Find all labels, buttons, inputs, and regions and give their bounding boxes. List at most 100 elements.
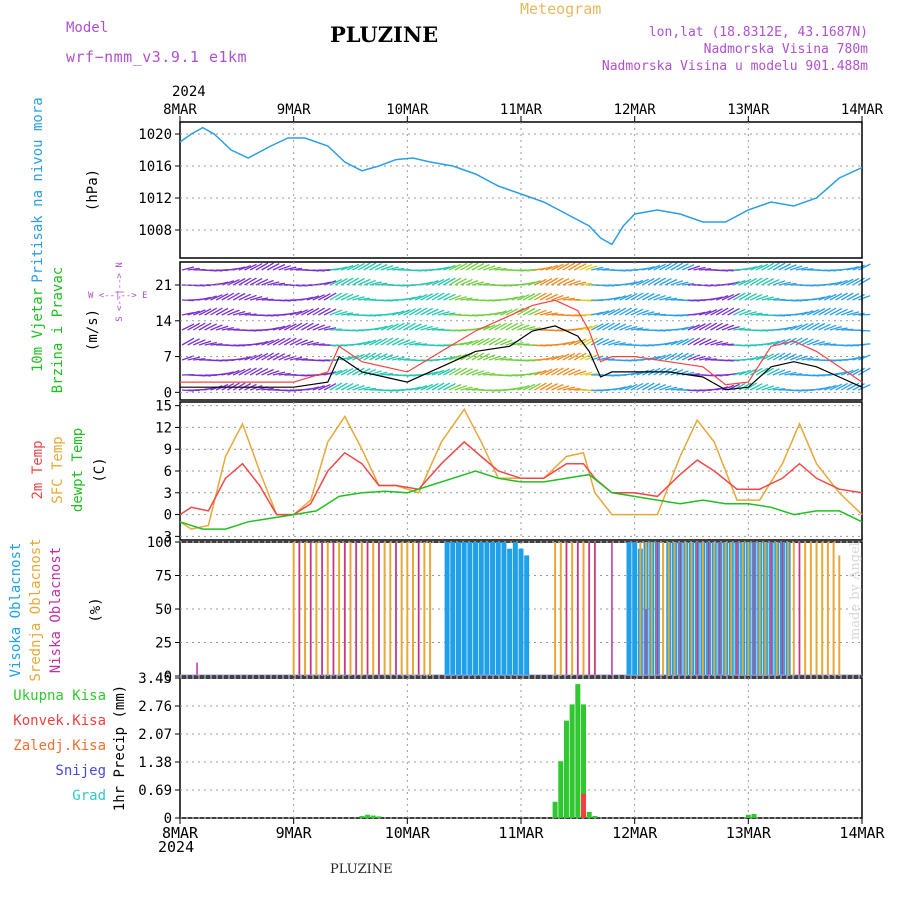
wind-barb [710,296,723,301]
wind-barb [227,292,240,301]
wind-barb [647,264,661,271]
wind-barb [210,324,223,331]
cloud-bar [524,555,530,676]
wind-barb [835,279,848,286]
wind-barb [426,280,439,286]
wind-barb [414,324,428,331]
y-tick-label: -3 [155,529,172,545]
cloud-bar [724,542,727,676]
wind-barb [266,352,280,361]
wind-barb [539,277,553,286]
wind-barb [312,307,326,316]
wind-barb [215,325,229,331]
wind-barb [352,367,365,376]
wind-barb [221,308,235,316]
wind-barb [346,277,360,286]
cloud-bar [412,542,415,676]
wind-barb [681,353,695,361]
cloud-bar [673,542,676,676]
wind-barb [789,354,803,361]
y-tick-label: 14 [155,314,172,330]
wind-barb [551,294,564,301]
wind-barb [784,264,797,271]
precip-bar [592,815,598,818]
wind-barb [579,353,593,361]
wind-barb [272,353,286,361]
wind-barb [772,262,786,271]
wind-barb [238,264,252,271]
wind-barb [261,262,274,271]
cloud-bar [467,542,473,676]
wind-barb [483,372,496,376]
wind-barb [539,292,553,301]
legend-entry: Grad [72,788,106,804]
wind-barb [448,277,462,286]
y-tick-label: 3.45 [138,671,172,687]
legend-entry: Ukupna Kisa [13,688,106,704]
cloud-bar [366,542,369,676]
wind-barb [534,292,547,301]
wind-barb [744,382,757,391]
cloud-bar [378,542,380,676]
wind-barb [181,266,195,271]
wind-barb [346,383,360,391]
wind-barb [670,280,683,286]
wind-barb [591,311,604,316]
wind-barb [613,323,627,331]
cloud-bar [770,542,772,676]
wind-barb [568,262,581,271]
wind-barb [698,310,712,316]
wind-barb [750,277,763,286]
wind-barb [386,266,399,271]
wind-barb [465,262,479,271]
wind-barb [238,356,252,361]
wind-barb [391,338,405,346]
wind-barb [198,296,212,301]
wind-barb [528,279,541,286]
wind-barb [335,382,348,391]
cloud-bar [764,542,767,676]
cloud-bar [690,542,693,676]
wind-barb [858,343,871,346]
panel-5 [175,677,863,819]
wind-barb [494,322,507,331]
wind-barb [255,368,269,376]
wind-barb [340,293,354,301]
cloud-bar [372,542,375,676]
series-line [179,440,863,516]
cloud-bar [798,542,801,676]
wind-barb [858,384,871,391]
panel-2 [175,261,863,401]
wind-barb [232,266,246,271]
cloud-bar [747,542,750,676]
wind-barb [579,282,592,286]
wind-barb [318,307,331,316]
wind-barb [767,278,780,286]
wind-barb [573,338,587,346]
x-tick-label-top: 11MAR [500,102,543,118]
wind-barb [391,322,405,331]
wind-barb [846,265,860,271]
wind-barb [232,292,246,301]
wind-barb [625,281,638,286]
y-tick-label: 2.76 [138,699,172,715]
wind-barb [744,292,757,301]
y-tick-label: 75 [155,569,172,585]
wind-barb [340,367,354,376]
wind-barb [284,323,297,331]
wind-barb [187,267,200,271]
cloud-bar [507,548,513,676]
wind-barb [733,308,746,316]
wind-barb [267,370,280,376]
wind-barb [681,337,695,346]
wind-barb [420,281,433,286]
wind-barb [363,279,377,286]
cloud-bar [400,542,403,676]
wind-barb [858,263,871,271]
cloud-bar [326,542,329,676]
wind-barb [306,323,320,331]
wind-barb [272,282,286,286]
wind-barb [221,327,234,331]
y-tick-label: 1012 [138,191,172,207]
wind-barb [477,337,490,346]
